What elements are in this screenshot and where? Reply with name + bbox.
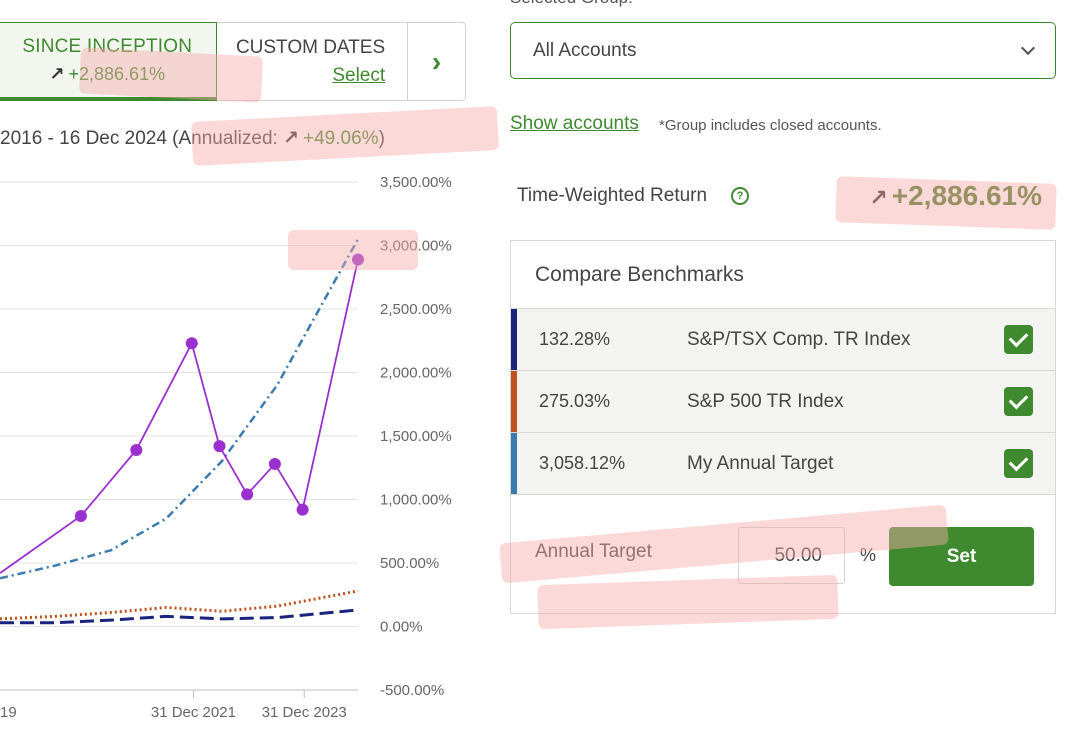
benchmark-pct: 3,058.12% [539,453,626,473]
arrow-up-right-icon: ↗ [49,63,65,84]
tab-since-inception[interactable]: SINCE INCEPTION ↗ +2,886.61% [0,22,217,101]
benchmark-pct: 132.28% [539,329,611,349]
twr-value: ↗ +2,886.61% [869,180,1042,212]
benchmark-row: 132.28% S&P/TSX Comp. TR Index [511,309,1055,371]
annual-target-row: Annual Target % Set [511,503,1055,613]
x-tick-label: 19 [0,704,17,721]
annual-target-label: Annual Target [535,541,652,562]
annual-target-input[interactable] [738,527,845,584]
benchmark-name: S&P/TSX Comp. TR Index [687,328,911,350]
arrow-up-right-icon: ↗ [283,128,300,149]
arrow-up-right-icon: ↗ [869,185,888,210]
data-point [296,503,309,516]
benchmark-checkbox[interactable] [1004,325,1033,354]
chevron-right-icon: › [431,45,442,77]
data-point [268,457,281,470]
tab-custom-dates[interactable]: CUSTOM DATES Select [217,23,409,100]
benchmarks-panel: Compare Benchmarks 132.28% S&P/TSX Comp.… [510,240,1056,614]
y-tick-label: 2,500.00% [380,301,452,318]
data-point [74,510,87,523]
y-tick-label: -500.00% [380,682,444,699]
annualized-value: +49.06% [303,128,379,149]
y-tick-label: 2,000.00% [380,365,452,382]
benchmark-color-swatch [511,371,517,432]
data-point [213,440,226,453]
data-point [130,443,143,456]
group-select[interactable]: All Accounts [510,22,1056,79]
annual-target-unit: % [860,545,877,565]
data-point [241,488,254,501]
period-tabs: SINCE INCEPTION ↗ +2,886.61% CUSTOM DATES… [0,22,466,101]
benchmark-pct: 275.03% [539,391,611,411]
benchmark-name: My Annual Target [687,452,834,474]
y-tick-label: 1,500.00% [380,428,452,445]
selected-group-label: Selected Group: [510,0,633,8]
y-tick-label: 1,000.00% [380,492,452,509]
benchmarks-title: Compare Benchmarks [511,241,1055,309]
benchmark-row: 3,058.12% My Annual Target [511,433,1055,495]
group-select-value: All Accounts [533,39,637,61]
series-line-portfolio [0,259,359,574]
benchmark-checkbox[interactable] [1004,387,1033,416]
twr-label: Time-Weighted Return [517,185,708,206]
benchmark-color-swatch [511,433,517,494]
y-tick-label: 500.00% [380,555,439,572]
data-point [352,253,364,266]
custom-dates-select-link[interactable]: Select [332,64,386,86]
tab-custom-dates-label: CUSTOM DATES [235,36,386,58]
tab-since-inception-label: SINCE INCEPTION [22,35,193,57]
tab-since-inception-return: ↗ +2,886.61% [49,64,165,85]
date-range: 2016 - 16 Dec 2024 (Annualized: ↗ +49.06%… [0,127,385,150]
chevron-down-icon [1020,40,1036,55]
data-point [185,337,198,350]
help-icon[interactable]: ? [731,187,749,205]
date-range-close: ) [378,128,385,149]
x-tick-label: 31 Dec 2023 [262,704,347,721]
y-tick-label: 3,500.00% [380,174,452,191]
y-tick-label: 0.00% [380,619,423,636]
x-tick-label: 31 Dec 2021 [151,704,236,721]
series-line-my-annual-target [0,238,360,580]
series-line-s-p-tsx-comp-tr-index [0,608,359,625]
show-accounts-link[interactable]: Show accounts [510,113,639,134]
group-note: *Group includes closed accounts. [659,117,882,134]
since-inception-value: +2,886.61% [68,63,166,84]
twr-value-text: +2,886.61% [891,180,1042,211]
date-range-text: 2016 - 16 Dec 2024 (Annualized: [0,128,284,149]
benchmark-row: 275.03% S&P 500 TR Index [511,371,1055,433]
benchmark-name: S&P 500 TR Index [687,390,844,412]
benchmark-checkbox[interactable] [1004,449,1033,478]
y-tick-label: 3,000.00% [380,238,452,255]
benchmark-color-swatch [511,309,517,370]
performance-chart: 3,500.00% 3,000.00% 2,500.00% 2,000.00% 1,50… [0,174,452,721]
set-button[interactable]: Set [889,527,1034,586]
tab-next-button[interactable]: › [408,23,465,100]
series-line-s-p-500-tr-index [0,589,359,621]
